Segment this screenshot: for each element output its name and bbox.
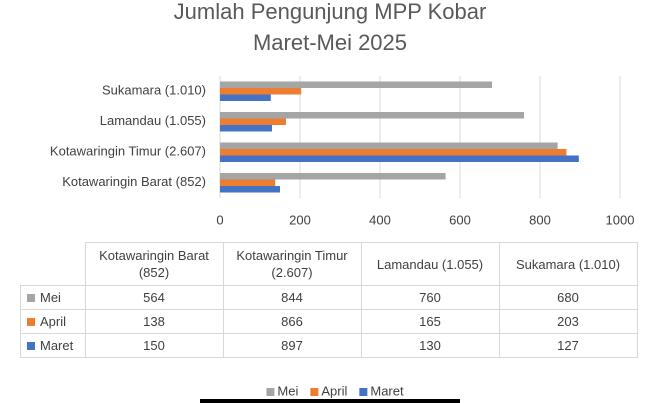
y-tick-label: Kotawaringin Barat (852): [62, 174, 206, 189]
table-corner: [20, 242, 86, 286]
table-cell: 203: [498, 309, 638, 334]
legend-key: [27, 318, 35, 326]
bar: [220, 125, 272, 132]
x-tick-label: 200: [289, 212, 311, 227]
table-header-cell: Kotawaringin Timur (2.607): [222, 242, 362, 286]
bar: [220, 88, 302, 95]
series-name: April: [40, 314, 67, 329]
table-cell: 165: [360, 309, 500, 334]
legend: Mei April Maret: [266, 383, 404, 398]
legend-key: [27, 342, 35, 350]
bar: [220, 142, 558, 149]
table-row: Mei 564 844 760 680: [20, 285, 638, 310]
table-cell: 130: [360, 333, 500, 358]
table-cell: 866: [222, 309, 362, 334]
x-tick-label: 800: [529, 212, 551, 227]
bar: [220, 186, 280, 193]
legend-key: [359, 388, 368, 396]
table-cell: 897: [222, 333, 362, 358]
x-tick-label: 600: [449, 212, 471, 227]
bar: [220, 81, 492, 88]
bar: [220, 179, 276, 186]
bar: [220, 149, 567, 156]
legend-label: Maret: [370, 383, 404, 398]
bar: [220, 173, 446, 180]
series-name: Mei: [40, 290, 61, 305]
y-tick-label: Lamandau (1.055): [100, 113, 206, 128]
table-header-row: Kotawaringin Barat (852) Kotawaringin Tim…: [20, 242, 638, 286]
table-row: Maret 150 897 130 127: [20, 333, 638, 358]
series-name: Maret: [40, 338, 74, 353]
y-tick-label: Kotawaringin Timur (2.607): [50, 144, 206, 159]
table-cell: 150: [84, 333, 224, 358]
chart-subtitle: Maret-Mei 2025: [253, 30, 407, 55]
table-header-cell: Kotawaringin Barat (852): [84, 242, 224, 286]
table-row: April 138 866 165 203: [20, 309, 638, 334]
legend-key: [27, 294, 35, 302]
table-header-cell: Sukamara (1.010): [498, 242, 638, 286]
x-tick-label: 1000: [606, 212, 635, 227]
table-cell: 760: [360, 285, 500, 310]
screen-bar: [200, 399, 460, 403]
table-cell: 564: [84, 285, 224, 310]
table-cell: 680: [498, 285, 638, 310]
table-row-label: Mei: [20, 285, 86, 310]
x-tick-label: 0: [216, 212, 223, 227]
legend-key: [266, 388, 275, 396]
bar: [220, 155, 579, 162]
x-tick-label: 400: [369, 212, 391, 227]
table-cell: 127: [498, 333, 638, 358]
table-header-cell: Lamandau (1.055): [360, 242, 500, 286]
table-row-label: April: [20, 309, 86, 334]
bar: [220, 118, 286, 125]
bar: [220, 94, 271, 101]
legend-label: April: [321, 383, 347, 398]
table-cell: 844: [222, 285, 362, 310]
chart-title: Jumlah Pengunjung MPP Kobar: [174, 0, 487, 24]
legend-key: [310, 388, 319, 396]
data-table: Kotawaringin Barat (852) Kotawaringin Tim…: [20, 242, 638, 358]
table-cell: 138: [84, 309, 224, 334]
bar: [220, 112, 524, 119]
legend-label: Mei: [277, 383, 298, 398]
y-tick-label: Sukamara (1.010): [102, 83, 206, 98]
table-row-label: Maret: [20, 333, 86, 358]
